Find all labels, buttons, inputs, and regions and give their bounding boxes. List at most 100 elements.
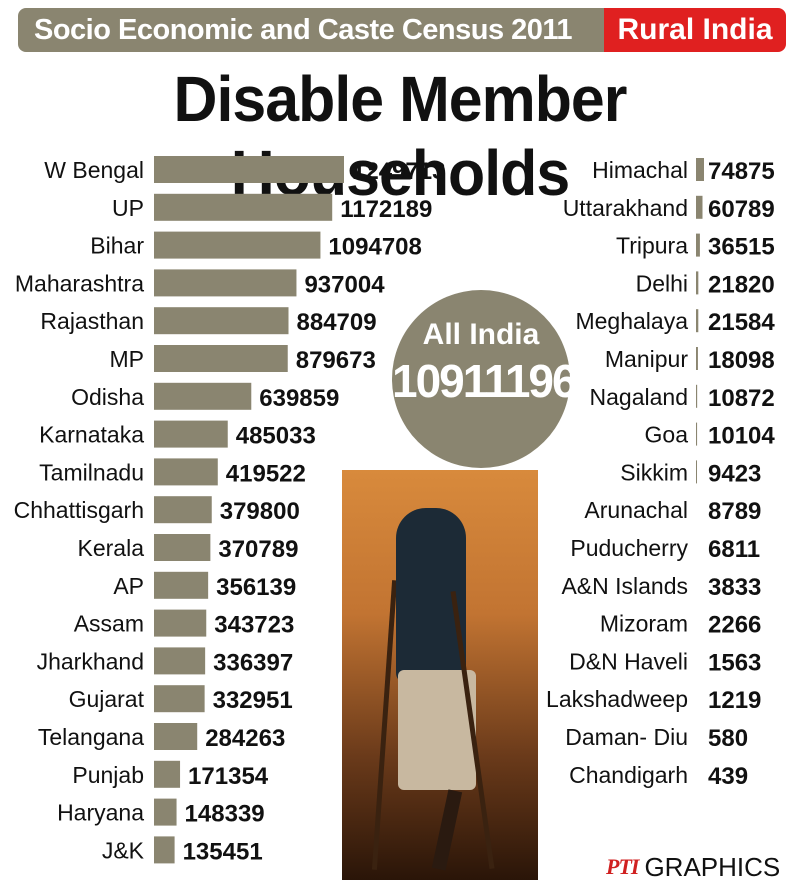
value-label-mizoram: 2266	[708, 612, 761, 639]
state-label-mp: MP	[110, 346, 145, 372]
state-label-manipur: Manipur	[605, 346, 688, 372]
all-india-total-circle: All India 10911196	[392, 290, 578, 468]
value-label-haryana: 148339	[185, 801, 265, 828]
state-label-daman-diu: Daman- Diu	[565, 724, 688, 750]
state-label-sikkim: Sikkim	[620, 459, 688, 485]
state-label-goa: Goa	[645, 422, 689, 448]
value-label-odisha: 639859	[259, 385, 339, 412]
state-label-arunachal: Arunachal	[584, 497, 688, 523]
value-label-karnataka: 485033	[236, 423, 316, 450]
value-label-goa: 10104	[708, 423, 775, 450]
value-label-bihar: 1094708	[328, 234, 421, 261]
state-label-maharashtra: Maharashtra	[15, 270, 144, 296]
value-label-puducherry: 6811	[708, 536, 760, 563]
state-label-bihar: Bihar	[90, 233, 144, 259]
value-label-telangana: 284263	[205, 725, 285, 752]
bar-ap	[154, 571, 209, 599]
state-label-delhi: Delhi	[636, 270, 688, 296]
bar-w-bengal	[154, 156, 344, 183]
bar-sikkim	[696, 460, 698, 484]
value-label-mp: 879673	[296, 347, 376, 374]
total-label: All India	[422, 318, 540, 351]
bar-telangana	[154, 723, 198, 750]
bar-uttarakhand	[696, 195, 703, 219]
value-label-tamilnadu: 419522	[226, 460, 306, 487]
value-label-arunachal: 8789	[708, 498, 761, 525]
bar-gujarat	[154, 685, 205, 713]
value-label-jharkhand: 336397	[213, 649, 293, 676]
value-label-tripura: 36515	[708, 234, 775, 261]
state-label-nagaland: Nagaland	[590, 384, 688, 410]
bar-chhattisgarh	[154, 496, 212, 524]
state-label-up: UP	[112, 195, 144, 221]
bar-tamilnadu	[154, 458, 218, 486]
state-label-odisha: Odisha	[71, 384, 144, 410]
value-label-kerala: 370789	[218, 536, 298, 563]
bar-punjab	[154, 760, 181, 788]
chart-title: Disable Member Households	[173, 63, 627, 209]
bar-bihar	[154, 231, 321, 259]
state-label-chhattisgarh: Chhattisgarh	[14, 497, 144, 523]
state-label-assam: Assam	[74, 611, 144, 637]
total-value: 10911196	[392, 355, 578, 407]
state-label-d-n-haveli: D&N Haveli	[569, 648, 688, 674]
bar-karnataka	[154, 420, 228, 448]
header-banner: Socio Economic and Caste Census 2011 Rur…	[4, 0, 800, 56]
bar-maharashtra	[154, 269, 297, 297]
bar-mp	[154, 345, 288, 372]
region-label: Rural India	[604, 8, 786, 52]
bar-rajasthan	[154, 307, 289, 335]
state-label-tamilnadu: Tamilnadu	[39, 459, 144, 485]
bar-himachal	[696, 158, 704, 181]
state-label-meghalaya: Meghalaya	[575, 308, 688, 334]
state-label-ap: AP	[113, 573, 144, 599]
value-label-maharashtra: 937004	[304, 271, 385, 298]
bar-meghalaya	[696, 309, 699, 333]
value-label-w-bengal: 1249713	[352, 158, 445, 185]
value-label-lakshadweep: 1219	[708, 687, 761, 714]
state-label-himachal: Himachal	[592, 157, 688, 183]
state-label-lakshadweep: Lakshadweep	[546, 686, 688, 712]
value-label-punjab: 171354	[188, 763, 269, 790]
value-label-meghalaya: 21584	[708, 309, 775, 336]
value-label-chandigarh: 439	[708, 763, 748, 790]
state-label-karnataka: Karnataka	[39, 422, 144, 448]
state-label-rajasthan: Rajasthan	[40, 308, 144, 334]
value-label-up: 1172189	[340, 196, 432, 223]
bar-odisha	[154, 382, 252, 410]
value-label-j-k: 135451	[183, 838, 263, 865]
state-label-punjab: Punjab	[72, 762, 144, 788]
value-label-himachal: 74875	[708, 158, 775, 185]
value-label-d-n-haveli: 1563	[708, 649, 761, 676]
state-label-w-bengal: W Bengal	[44, 157, 144, 183]
bar-goa	[696, 422, 698, 446]
value-label-rajasthan: 884709	[297, 309, 377, 336]
state-label-jharkhand: Jharkhand	[37, 648, 144, 674]
value-label-uttarakhand: 60789	[708, 196, 775, 223]
graphics-label: GRAPHICS	[644, 851, 781, 882]
state-label-gujarat: Gujarat	[69, 686, 145, 712]
state-label-a-n-islands: A&N Islands	[561, 573, 688, 599]
bar-nagaland	[696, 384, 698, 408]
state-label-tripura: Tripura	[616, 233, 688, 259]
value-label-chhattisgarh: 379800	[220, 498, 300, 525]
bar-jharkhand	[154, 647, 206, 675]
value-label-manipur: 18098	[708, 347, 775, 374]
value-label-gujarat: 332951	[213, 687, 293, 714]
value-label-delhi: 21820	[708, 271, 775, 298]
census-label: Socio Economic and Caste Census 2011	[18, 8, 604, 52]
bar-assam	[154, 609, 207, 637]
value-label-a-n-islands: 3833	[708, 574, 761, 601]
state-label-haryana: Haryana	[57, 800, 144, 826]
bar-manipur	[696, 347, 698, 370]
value-label-assam: 343723	[214, 612, 294, 639]
bar-tripura	[696, 233, 700, 257]
state-label-telangana: Telangana	[38, 724, 144, 750]
crutch-walker-photo	[342, 470, 538, 880]
value-label-nagaland: 10872	[708, 385, 775, 412]
state-label-j-k: J&K	[102, 837, 145, 863]
pti-logo: PTI	[606, 854, 639, 879]
figure-cloth-shape	[398, 670, 476, 790]
value-label-ap: 356139	[216, 574, 296, 601]
